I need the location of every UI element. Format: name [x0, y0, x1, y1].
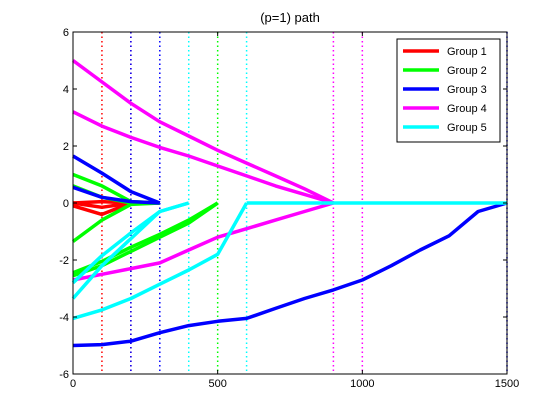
- y-tick-label-5: 4: [63, 84, 69, 96]
- series-line-3: [72, 201, 132, 217]
- y-tick-label-6: 6: [63, 27, 69, 39]
- chart-title: (p=1) path: [260, 10, 320, 25]
- series-line-7: [72, 201, 219, 275]
- series-line-1: [72, 201, 132, 210]
- y-tick-label-2: -2: [59, 255, 69, 267]
- x-tick-label-3: 1500: [495, 378, 519, 390]
- x-tick-label-2: 1000: [350, 378, 374, 390]
- legend-label-2: Group 2: [447, 65, 487, 77]
- y-tick-label-0: -6: [59, 369, 69, 381]
- x-tick-label-1: 500: [208, 378, 226, 390]
- legend-label-1: Group 1: [447, 46, 487, 58]
- y-tick-label-3: 0: [63, 198, 69, 210]
- legend-label-4: Group 4: [447, 103, 487, 115]
- legend-label-3: Group 3: [447, 84, 487, 96]
- series-line-10: [72, 185, 160, 205]
- x-tick-label-0: 0: [70, 378, 76, 390]
- y-tick-label-1: -4: [59, 312, 69, 324]
- series-line-8: [72, 201, 219, 278]
- series-line-9: [72, 154, 161, 205]
- series-line-13: [72, 110, 334, 205]
- series-line-12: [71, 59, 335, 205]
- series-line-16: [71, 201, 190, 300]
- series-line-11: [72, 201, 508, 348]
- series-line-14: [72, 201, 334, 282]
- legend: Group 1 Group 2 Group 3 Group 4 Group 5: [396, 38, 501, 143]
- legend-label-5: Group 5: [447, 122, 487, 134]
- series-line-17: [72, 202, 249, 321]
- series-layer: [71, 59, 508, 348]
- ticks-layer: 0 500 1000 1500 -6 -4 -2 0 2 4 6: [59, 27, 519, 390]
- y-tick-label-4: 2: [63, 141, 69, 153]
